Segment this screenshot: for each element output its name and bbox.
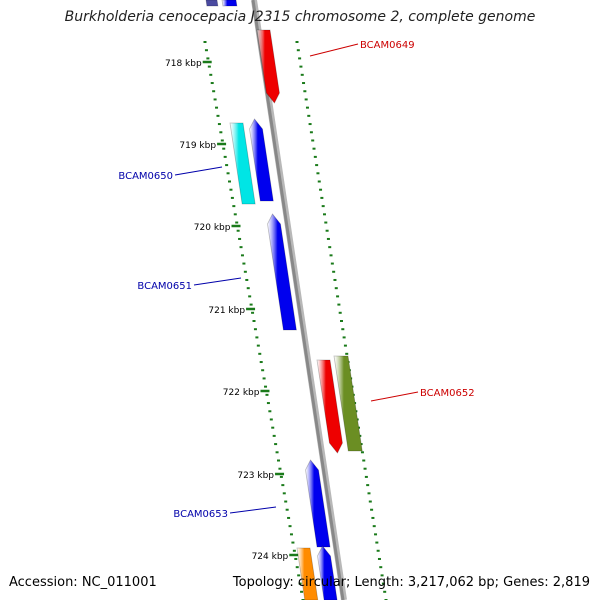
gene-leader-line xyxy=(309,43,359,57)
gene-leader-line xyxy=(174,166,223,176)
gene-label: BCAM0653 xyxy=(173,509,228,520)
feature-olive xyxy=(333,355,363,452)
feature-bottom-blue-partial xyxy=(317,545,338,600)
gene-label: BCAM0651 xyxy=(137,281,192,292)
gene-label: BCAM0649 xyxy=(360,40,415,51)
feature-bcam0651 xyxy=(267,213,297,331)
tick-label: 718 kbp xyxy=(165,59,202,69)
feature-bcam0650 xyxy=(249,118,274,202)
tick-label: 724 kbp xyxy=(252,552,289,562)
feature-top-partial-1 xyxy=(205,0,219,7)
accession-text: Accession: NC_011001 xyxy=(9,575,157,590)
feature-top-partial-2 xyxy=(221,0,238,7)
tick-label: 721 kbp xyxy=(208,306,245,316)
gene-label: BCAM0652 xyxy=(420,388,475,399)
tick-label: 722 kbp xyxy=(223,388,260,398)
gene-leader-line xyxy=(229,506,277,514)
feature-cyan xyxy=(229,122,256,205)
feature-bcam0652 xyxy=(316,359,343,454)
gene-label: BCAM0650 xyxy=(118,171,173,182)
gene-leader-line xyxy=(370,391,419,402)
feature-bcam0649 xyxy=(256,29,280,104)
feature-orange-partial xyxy=(296,547,319,600)
tick-label: 723 kbp xyxy=(237,471,274,481)
backbone-line xyxy=(251,0,345,600)
genome-summary: Topology: circular; Length: 3,217,062 bp… xyxy=(232,575,590,590)
tick-label: 719 kbp xyxy=(179,141,216,151)
feature-bcam0653 xyxy=(305,459,331,548)
map-title: Burkholderia cenocepacia J2315 chromosom… xyxy=(64,9,536,25)
tick-label: 720 kbp xyxy=(194,223,231,233)
gene-leader-line xyxy=(193,277,242,286)
